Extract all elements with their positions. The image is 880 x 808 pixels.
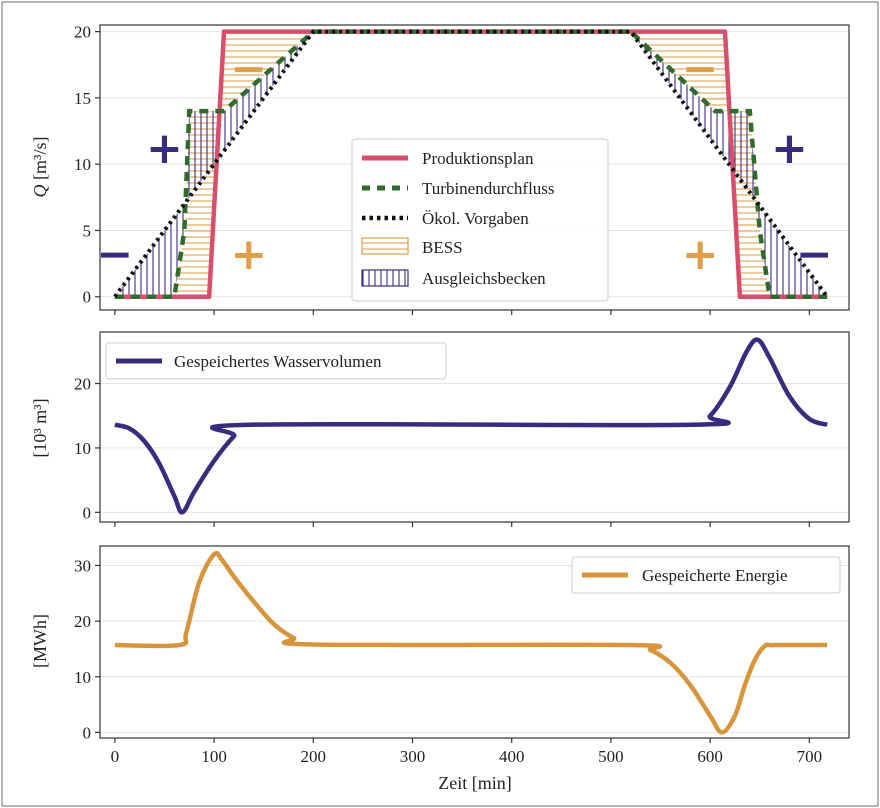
- xtick-label: 200: [301, 747, 327, 766]
- yticks-bot: 0 10 20 30: [74, 556, 100, 742]
- ytick-label: 10: [74, 439, 91, 458]
- plus-sign: +: [146, 123, 183, 174]
- plus-sign: +: [230, 229, 267, 280]
- ytick-label: 0: [83, 503, 92, 522]
- lines-top: [113, 29, 829, 299]
- legend-label-oekol: Ökol. Vorgaben: [422, 209, 529, 228]
- xtick-label: 500: [598, 747, 624, 766]
- legend-swatch-bess: [361, 237, 409, 255]
- line-oekol: [113, 29, 829, 298]
- legend-label-volumen: Gespeichertes Wasservolumen: [174, 352, 382, 371]
- legend-label-bess: BESS: [422, 238, 463, 257]
- legend-swatch-ausgleichsbecken: [361, 269, 409, 287]
- legend-label-turbinendurchfluss: Turbinendurchfluss: [422, 179, 555, 198]
- minus-sign: −: [796, 229, 833, 280]
- legend-label-ausgleichsbecken: Ausgleichsbecken: [422, 269, 546, 288]
- axes-frame-bot: [99, 545, 850, 739]
- ytick-label: 10: [74, 668, 91, 687]
- ytick-label: 20: [74, 375, 91, 394]
- xtick-label: 700: [797, 747, 823, 766]
- legend-label-energie: Gespeicherte Energie: [642, 566, 788, 585]
- xticks-bot: 0 100 200 300 400 500 600 700: [111, 738, 822, 766]
- fill-bess: [114, 31, 828, 297]
- axes-frame-top: [99, 24, 850, 311]
- panel-energy: 0 10 20 30 0 100 200 300 400 500 600 700 [MWh] Zei…: [30, 545, 850, 793]
- legend-label-produktionsplan: Produktionsplan: [422, 149, 534, 168]
- minus-sign: −: [96, 229, 133, 280]
- plus-sign: +: [682, 229, 719, 280]
- legend-bot-box: [571, 556, 841, 594]
- ylabel-discharge: Q [m³/s]: [30, 137, 50, 198]
- xlabel-time: Zeit [min]: [438, 773, 511, 793]
- legend-mid-box: [105, 342, 447, 380]
- legend-bot: Gespeicherte Energie: [571, 556, 841, 594]
- lines-bot: [114, 550, 828, 735]
- legend-top-box: [351, 138, 609, 302]
- yticks-top: 0 5 10 15 20: [74, 23, 810, 315]
- xtick-label: 100: [201, 747, 227, 766]
- ylabel-energy: [MWh]: [30, 614, 50, 668]
- signs-top: −+−+−++−: [96, 43, 832, 280]
- ytick-label: 10: [74, 155, 91, 174]
- ytick-label: 0: [83, 723, 92, 742]
- xtick-label: 600: [697, 747, 723, 766]
- ytick-label: 20: [74, 23, 91, 42]
- ytick-label: 30: [74, 556, 91, 575]
- yticks-mid: 0 10 20: [74, 375, 810, 527]
- ytick-label: 15: [74, 89, 91, 108]
- ytick-label: 0: [83, 288, 92, 307]
- minus-sign: −: [230, 43, 267, 94]
- line-energie: [114, 550, 828, 735]
- ylabel-volume: [10³ m³]: [30, 398, 50, 457]
- fills-top: [114, 31, 828, 297]
- minus-sign: −: [682, 43, 719, 94]
- xtick-label: 400: [499, 747, 525, 766]
- lines-mid: [114, 337, 828, 515]
- line-wasservolumen: [114, 337, 828, 515]
- ytick-label: 20: [74, 612, 91, 631]
- plus-sign: +: [771, 123, 808, 174]
- ytick-label: 5: [83, 221, 92, 240]
- panel-volume: 0 10 20 [10³ m³] Gespeichertes Wasservolum…: [30, 331, 850, 527]
- xtick-label: 300: [400, 747, 426, 766]
- axes-frame-mid: [99, 331, 850, 523]
- legend-mid: Gespeichertes Wasservolumen: [105, 342, 447, 380]
- legend-top: Produktionsplan Turbinendurchfluss Ökol.…: [351, 138, 609, 302]
- xtick-label: 0: [111, 747, 120, 766]
